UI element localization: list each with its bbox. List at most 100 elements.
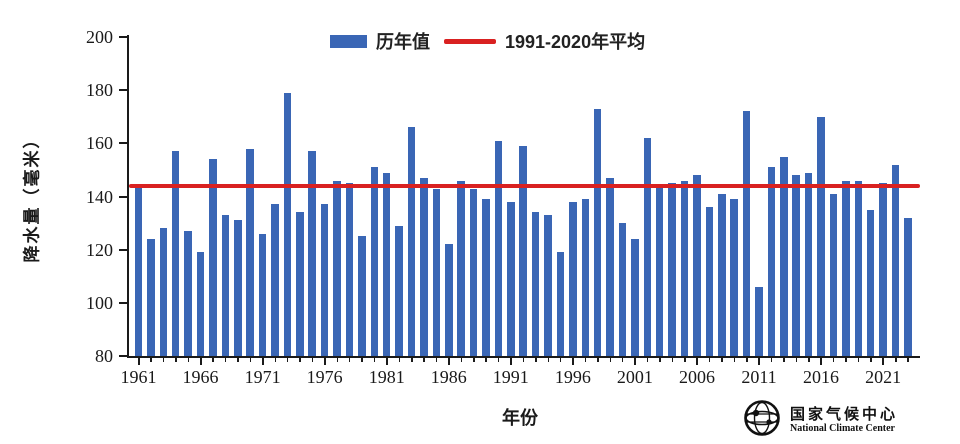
bar-1991 (507, 201, 515, 356)
x-major-tick (758, 358, 760, 365)
bar-1989 (482, 199, 490, 356)
bar-2012 (767, 167, 776, 356)
y-tick (119, 248, 127, 251)
x-minor-tick (684, 358, 686, 362)
x-minor-tick (373, 358, 376, 362)
y-axis-line (127, 35, 129, 358)
x-minor-tick (187, 358, 190, 362)
x-minor-tick (286, 358, 289, 362)
bar-1988 (469, 188, 478, 356)
y-tick (119, 355, 127, 357)
y-tick-label: 80 (95, 346, 113, 366)
bar-1970 (246, 148, 254, 356)
ncc-logo: 国家气候中心 National Climate Center (742, 398, 898, 443)
bar-1966 (196, 252, 205, 356)
bar-2002 (643, 138, 652, 356)
x-tick-label: 2016 (803, 367, 840, 387)
x-major-tick (633, 358, 636, 365)
x-minor-tick (559, 358, 562, 362)
bar-2022 (891, 164, 900, 356)
bar-1985 (432, 188, 441, 356)
y-tick (119, 36, 127, 38)
x-minor-tick (584, 358, 587, 362)
bar-1963 (159, 228, 168, 356)
bar-1978 (345, 183, 354, 356)
x-minor-tick (845, 358, 847, 362)
bar-1975 (308, 151, 316, 356)
x-major-tick (137, 358, 140, 365)
x-minor-tick (832, 358, 835, 362)
x-minor-tick (522, 358, 525, 362)
x-minor-tick (733, 358, 736, 362)
ncc-logo-en: National Climate Center (790, 423, 895, 434)
x-minor-tick (423, 358, 425, 362)
bar-1961 (134, 185, 143, 356)
x-tick-label: 1991 (492, 367, 529, 387)
x-minor-tick (671, 358, 674, 362)
bar-2018 (842, 180, 850, 356)
x-minor-tick (150, 358, 152, 362)
x-minor-tick (857, 358, 860, 362)
x-tick-label: 2006 (678, 367, 715, 387)
x-major-tick (882, 358, 885, 365)
bar-1999 (606, 177, 614, 356)
legend-average-label: 1991-2020年平均 (505, 32, 646, 52)
ncc-logo-cn: 国家气候中心 (790, 406, 899, 423)
bar-2010 (742, 111, 751, 356)
x-major-tick (385, 358, 388, 365)
x-minor-tick (460, 358, 463, 362)
x-minor-tick (311, 358, 314, 362)
x-tick-label: 2021 (865, 367, 902, 387)
bar-1990 (494, 140, 503, 356)
bar-1973 (283, 92, 292, 356)
y-tick-label: 160 (86, 133, 113, 154)
bar-2019 (854, 180, 863, 356)
bar-2007 (705, 207, 714, 356)
x-minor-tick (212, 358, 214, 362)
y-tick-label: 200 (86, 27, 113, 47)
bar-1997 (581, 199, 589, 356)
y-tick-label: 140 (86, 186, 113, 207)
bar-1992 (519, 145, 527, 356)
x-minor-tick (907, 358, 909, 362)
x-tick-label: 1966 (182, 367, 219, 387)
x-minor-tick (870, 358, 872, 362)
x-minor-tick (609, 358, 612, 362)
x-minor-tick (783, 358, 785, 362)
x-minor-tick (348, 358, 351, 362)
x-tick-label: 1981 (368, 367, 405, 387)
x-minor-tick (398, 358, 401, 362)
bar-1968 (221, 215, 230, 356)
x-minor-tick (497, 358, 500, 362)
bar-2001 (631, 239, 639, 356)
bar-2023 (904, 217, 912, 356)
bar-2021 (879, 183, 887, 356)
x-minor-tick (895, 358, 897, 362)
x-minor-tick (162, 358, 165, 362)
bar-1979 (358, 236, 366, 356)
bar-2013 (780, 156, 788, 356)
x-minor-tick (274, 358, 276, 362)
bar-1964 (171, 151, 180, 356)
x-major-tick (261, 358, 264, 365)
x-minor-tick (646, 358, 649, 362)
x-minor-tick (336, 358, 339, 362)
bar-1981 (382, 172, 391, 356)
bar-1983 (407, 127, 416, 356)
x-minor-tick (175, 358, 177, 362)
bar-1998 (593, 108, 602, 356)
bar-2008 (718, 193, 726, 356)
legend-bar-label: 历年值 (376, 32, 430, 52)
y-tick (119, 301, 127, 304)
bar-1965 (184, 231, 192, 356)
bar-1994 (544, 215, 552, 356)
x-minor-tick (299, 358, 301, 362)
x-minor-tick (795, 358, 798, 362)
x-major-tick (509, 358, 512, 365)
bar-2005 (680, 180, 689, 356)
bar-1962 (147, 239, 155, 356)
x-major-tick (820, 358, 823, 365)
bar-1977 (333, 180, 341, 356)
